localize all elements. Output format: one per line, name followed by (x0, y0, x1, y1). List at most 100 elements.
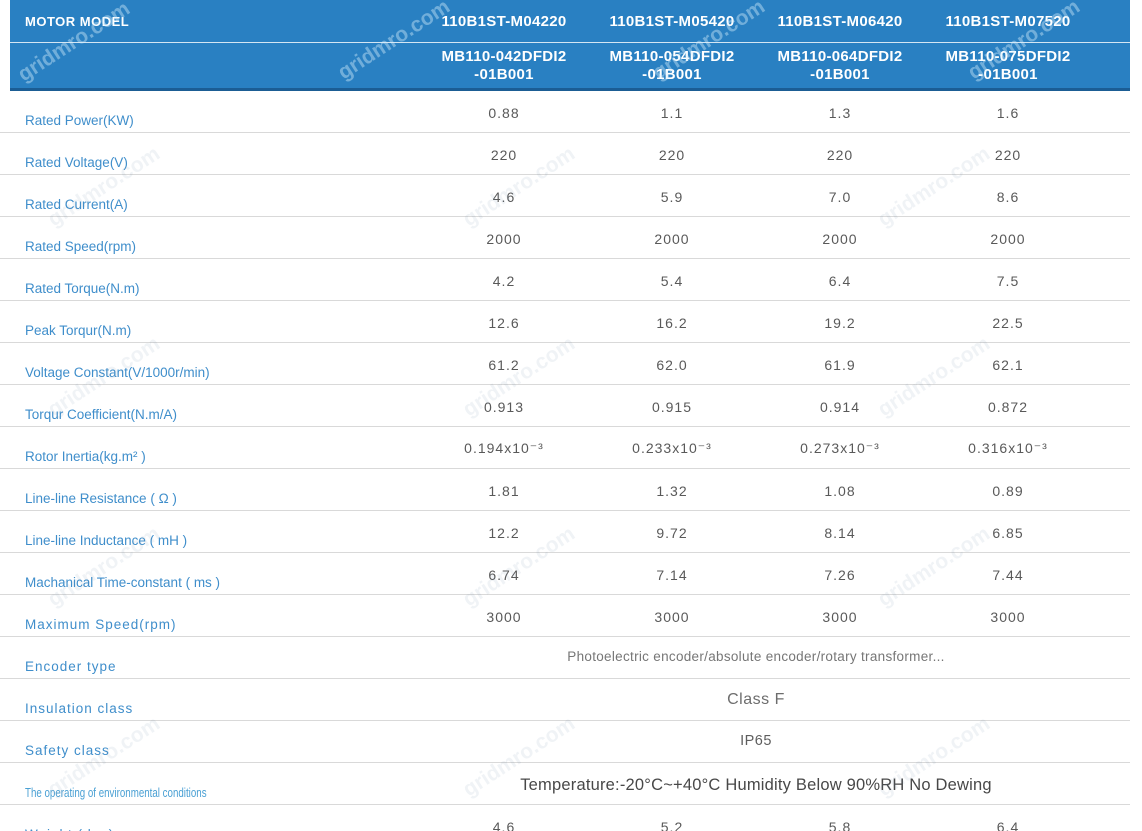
cell-value: 220 (658, 147, 686, 163)
cell-value: 0.872 (987, 399, 1029, 415)
row-label: Peak Torqur(N.m) (25, 323, 132, 338)
cell-value: 0.914 (819, 399, 861, 415)
part-number-row: MB110-042DFDI2 -01B001 MB110-054DFDI2 -0… (10, 43, 1130, 88)
cell-value: 12.2 (488, 525, 520, 541)
cell-value: 62.0 (656, 357, 688, 373)
table-row: Peak Torqur(N.m) 12.6 16.2 19.2 22.5 (0, 301, 1130, 343)
table-row: Safety class IP65 (0, 721, 1130, 763)
table-row: Machanical Time-constant ( ms ) 6.74 7.14 7… (0, 553, 1130, 595)
cell-value: 9.72 (656, 525, 688, 541)
cell-value: 7.44 (992, 567, 1024, 583)
cell-value: 7.0 (828, 189, 852, 205)
part-number: MB110-054DFDI2 -01B001 (609, 47, 735, 83)
cell-value: 3000 (654, 609, 690, 625)
cell-value: 220 (490, 147, 518, 163)
cell-value: 4.6 (492, 819, 516, 831)
model-name: 110B1ST-M06420 (777, 12, 903, 30)
model-name-row: MOTOR MODEL 110B1ST-M04220 110B1ST-M0542… (10, 0, 1130, 43)
cell-value: 220 (826, 147, 854, 163)
row-label: Machanical Time-constant ( ms ) (25, 575, 221, 590)
row-label: Maximum Speed(rpm) (25, 617, 177, 632)
table-row: Rated Current(A) 4.6 5.9 7.0 8.6 (0, 175, 1130, 217)
table-row: Torqur Coefficient(N.m/A) 0.913 0.915 0.914… (0, 385, 1130, 427)
cell-value: 0.913 (483, 399, 525, 415)
cell-value: 7.14 (656, 567, 688, 583)
row-label: Line-line Inductance ( mH ) (25, 533, 188, 548)
cell-value: 61.9 (824, 357, 856, 373)
table-row: Maximum Speed(rpm) 3000 3000 3000 3000 (0, 595, 1130, 637)
cell-value: 6.4 (828, 273, 852, 289)
cell-value: 7.5 (996, 273, 1020, 289)
cell-value: 3000 (822, 609, 858, 625)
cell-value: 1.32 (656, 483, 688, 499)
merged-cell-value: Photoelectric encoder/absolute encoder/r… (567, 649, 945, 664)
table-row: Encoder type Photoelectric encoder/absolu… (0, 637, 1130, 679)
cell-value: 0.194x10⁻³ (464, 440, 544, 456)
table-body: Rated Power(KW) 0.88 1.1 1.3 1.6 Rated Voltag… (0, 91, 1142, 831)
cell-value: 5.8 (828, 819, 852, 831)
table-row: Line-line Inductance ( mH ) 12.2 9.72 8.14 6… (0, 511, 1130, 553)
cell-value: 0.273x10⁻³ (800, 440, 880, 456)
row-label: Torqur Coefficient(N.m/A) (25, 407, 178, 422)
table-row: Insulation class Class F (0, 679, 1130, 721)
cell-value: 0.316x10⁻³ (968, 440, 1048, 456)
cell-value: 1.81 (488, 483, 520, 499)
cell-value: 61.2 (488, 357, 520, 373)
row-label: Rated Current(A) (25, 197, 128, 212)
row-label: Encoder type (25, 659, 117, 674)
cell-value: 7.26 (824, 567, 856, 583)
motor-model-heading: MOTOR MODEL (25, 13, 130, 29)
cell-value: 1.6 (996, 105, 1020, 121)
row-label: Insulation class (25, 701, 134, 716)
model-name: 110B1ST-M04220 (441, 12, 567, 30)
table-row: Weight ( kg ) 4.6 5.2 5.8 6.4 (0, 805, 1130, 831)
cell-value: 2000 (822, 231, 858, 247)
table-row: Rated Speed(rpm) 2000 2000 2000 2000 (0, 217, 1130, 259)
table-row: Line-line Resistance ( Ω ) 1.81 1.32 1.08 0.… (0, 469, 1130, 511)
merged-cell-value: Class F (727, 691, 785, 708)
cell-value: 3000 (486, 609, 522, 625)
table-header: MOTOR MODEL 110B1ST-M04220 110B1ST-M0542… (10, 0, 1130, 91)
row-label: Rotor Inertia(kg.m² ) (25, 449, 146, 464)
cell-value: 1.1 (660, 105, 684, 121)
row-label: Voltage Constant(V/1000r/min) (25, 365, 210, 380)
row-label: Rated Speed(rpm) (25, 239, 137, 254)
model-name: 110B1ST-M07520 (945, 12, 1071, 30)
row-label: Safety class (25, 743, 110, 758)
cell-value: 0.915 (651, 399, 693, 415)
part-number: MB110-075DFDI2 -01B001 (945, 47, 1071, 83)
cell-value: 8.14 (824, 525, 856, 541)
cell-value: 0.233x10⁻³ (632, 440, 712, 456)
cell-value: 22.5 (992, 315, 1024, 331)
cell-value: 5.4 (660, 273, 684, 289)
table-row: Rotor Inertia(kg.m² ) 0.194x10⁻³ 0.233x10⁻… (0, 427, 1130, 469)
cell-value: 62.1 (992, 357, 1024, 373)
cell-value: 3000 (990, 609, 1026, 625)
cell-value: 6.4 (996, 819, 1020, 831)
cell-value: 5.2 (660, 819, 684, 831)
cell-value: 4.2 (492, 273, 516, 289)
row-label: Weight ( kg ) (25, 827, 114, 831)
cell-value: 5.9 (660, 189, 684, 205)
cell-value: 1.3 (828, 105, 852, 121)
part-number: MB110-042DFDI2 -01B001 (441, 47, 567, 83)
cell-value: 19.2 (824, 315, 856, 331)
table-row: Rated Voltage(V) 220 220 220 220 (0, 133, 1130, 175)
cell-value: 1.08 (824, 483, 856, 499)
table-row: Voltage Constant(V/1000r/min) 61.2 62.0 61.… (0, 343, 1130, 385)
cell-value: 220 (994, 147, 1022, 163)
cell-value: 6.85 (992, 525, 1024, 541)
cell-value: 6.74 (488, 567, 520, 583)
part-number: MB110-064DFDI2 -01B001 (777, 47, 903, 83)
row-label: The operating of environmental condition… (25, 786, 207, 800)
table-row: Rated Torque(N.m) 4.2 5.4 6.4 7.5 (0, 259, 1130, 301)
cell-value: 8.6 (996, 189, 1020, 205)
table-row: The operating of environmental condition… (0, 763, 1130, 805)
cell-value: 4.6 (492, 189, 516, 205)
model-name: 110B1ST-M05420 (609, 12, 735, 30)
merged-cell-value: IP65 (740, 733, 772, 749)
cell-value: 0.89 (992, 483, 1024, 499)
row-label: Rated Voltage(V) (25, 155, 128, 170)
merged-cell-value: Temperature:-20°C~+40°C Humidity Below 9… (520, 776, 992, 794)
